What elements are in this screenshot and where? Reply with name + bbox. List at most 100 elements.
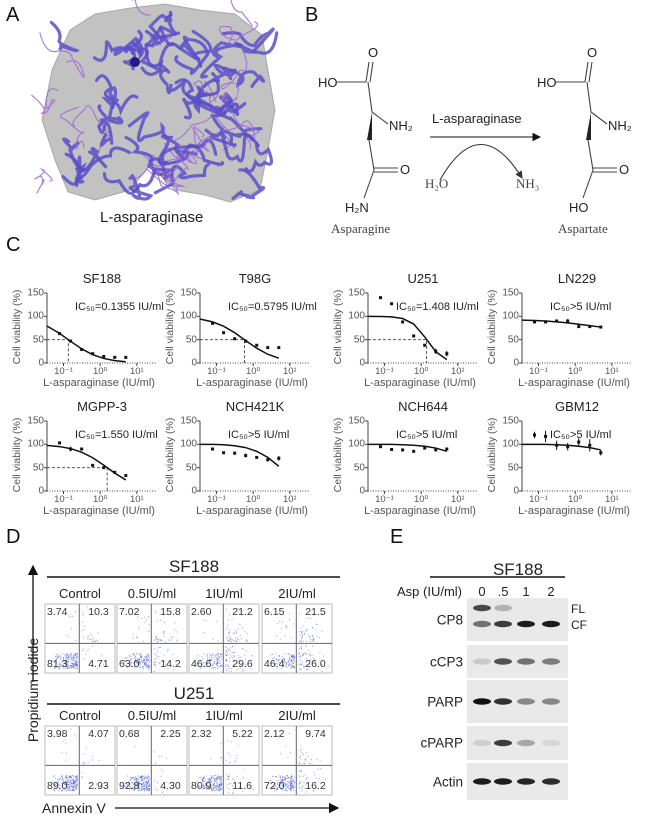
event-dot [73,776,75,778]
protein-ribbon [221,27,275,53]
event-dot [244,654,246,656]
event-dot [70,666,72,668]
cell-line-title: U251 [173,684,215,703]
event-dot [288,732,290,734]
event-dot [144,663,146,665]
event-dot [148,667,150,669]
event-dot [291,656,293,658]
event-dot [306,669,308,671]
quadrant-percentage: 21.2 [232,606,253,618]
event-dot [315,777,317,779]
event-dot [277,658,279,660]
event-dot [292,786,294,788]
event-dot [139,790,141,792]
event-dot [282,775,284,777]
quadrant-percentage: 92.8 [119,780,140,792]
event-dot [145,782,147,784]
event-dot [225,647,227,649]
protein-caption: L-asparaginase [100,209,204,226]
event-dot [134,776,136,778]
event-dot [130,656,132,658]
event-dot [236,755,238,757]
event-dot [145,663,147,665]
event-dot [225,652,227,654]
event-dot [211,657,213,659]
event-dot [138,781,140,783]
fit-curve [367,443,448,453]
panel-label-c: C [6,234,21,256]
event-dot [306,640,308,642]
event-dot [53,790,55,792]
blot-cparp [467,726,568,760]
event-dot [298,653,300,655]
event-dot [68,615,70,617]
event-dot [96,639,98,641]
protein-ribbon [219,98,247,117]
fit-curve [46,325,126,363]
y-tick-label: 150 [27,415,44,427]
event-dot [129,786,131,788]
event-dot [82,763,84,765]
event-dot [300,771,302,773]
event-dot [272,653,274,655]
event-dot [144,789,146,791]
event-dot [72,775,74,777]
event-dot [75,610,77,612]
event-dot [127,657,129,659]
quadrant-percentage: 63.0 [119,658,140,670]
event-dot [301,748,303,750]
event-dot [61,653,63,655]
event-dot [231,741,233,743]
event-dot [291,667,293,669]
event-dot [71,784,73,786]
event-dot [215,655,217,657]
event-dot [149,784,151,786]
event-dot [143,775,145,777]
data-point [588,443,592,447]
water-label: H₂O [425,176,449,191]
event-dot [139,662,141,664]
event-dot [135,778,137,780]
blot-ccp3 [467,645,568,678]
event-dot [225,665,227,667]
event-dot [213,784,215,786]
event-dot [203,619,205,621]
event-dot [232,652,234,654]
event-dot [144,656,146,658]
event-dot [217,782,219,784]
event-dot [283,782,285,784]
event-dot [301,663,303,665]
event-dot [76,786,78,788]
event-dot [66,661,68,663]
event-dot [303,666,305,668]
event-dot [137,616,139,618]
event-dot [215,781,217,783]
event-dot [133,788,135,790]
event-dot [76,780,78,782]
event-dot [244,787,246,789]
blot-label: Actin [432,774,463,789]
event-dot [129,658,131,660]
x-tick-label: 10⁰ [245,494,261,505]
event-dot [229,636,231,638]
event-dot [219,781,221,783]
event-dot [163,635,165,637]
data-point [91,352,95,356]
event-dot [215,620,217,622]
event-dot [133,654,135,656]
event-dot [156,790,158,792]
event-dot [76,784,78,786]
event-dot [62,775,64,777]
event-dot [311,634,313,636]
event-dot [91,641,93,643]
protein-ribbon [218,21,259,45]
event-dot [210,788,212,790]
event-dot [139,663,141,665]
event-dot [230,641,232,643]
event-dot [158,656,160,658]
ic50-annotation: IC₅₀>5 IU/ml [396,429,458,441]
event-dot [302,654,304,656]
event-dot [136,653,138,655]
event-dot [237,608,239,610]
event-dot [302,640,304,642]
